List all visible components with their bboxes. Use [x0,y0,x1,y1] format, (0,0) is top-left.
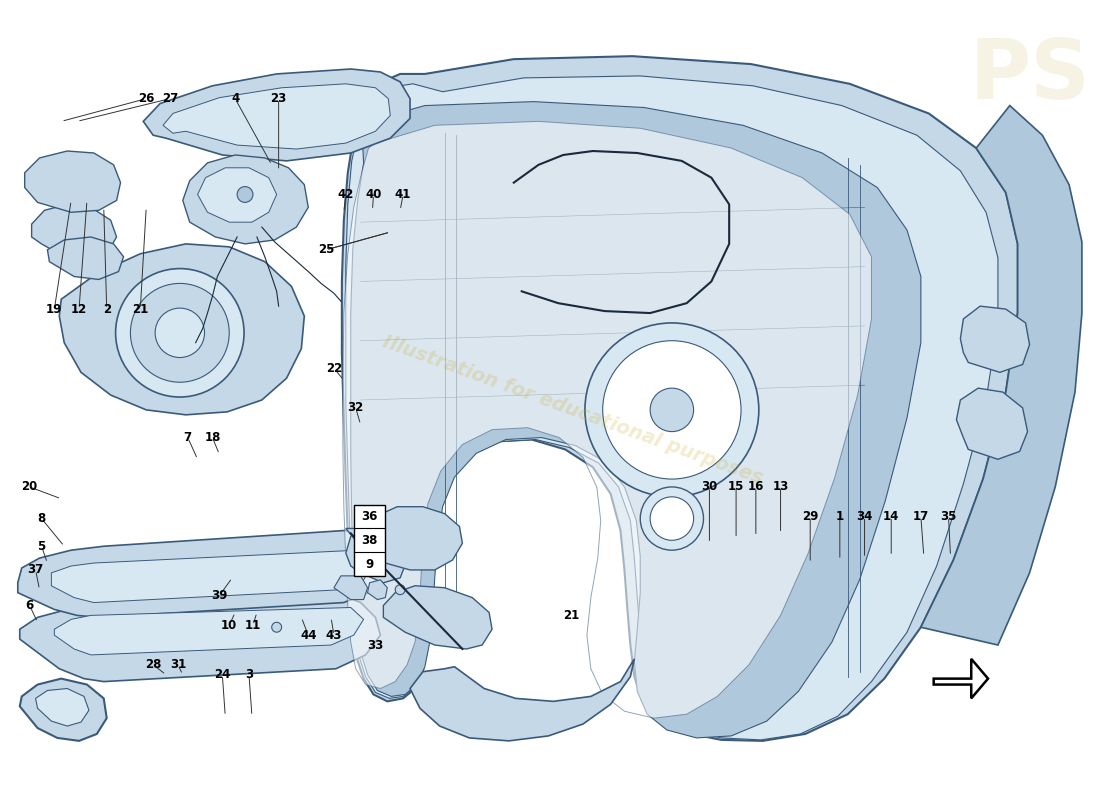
Polygon shape [32,204,117,260]
Polygon shape [934,659,988,698]
Text: 11: 11 [245,618,261,632]
Circle shape [650,497,694,540]
Text: 14: 14 [883,510,900,523]
Polygon shape [367,580,387,599]
Text: 38: 38 [361,534,377,547]
Text: 33: 33 [367,638,384,651]
Polygon shape [345,526,407,582]
Polygon shape [18,530,390,618]
Polygon shape [334,576,367,599]
Text: 27: 27 [162,92,178,105]
Polygon shape [163,84,390,149]
Polygon shape [345,506,462,570]
Text: 44: 44 [300,629,317,642]
Text: 41: 41 [395,188,411,201]
Circle shape [640,487,704,550]
Polygon shape [384,586,492,649]
Polygon shape [198,168,277,222]
Text: 22: 22 [326,362,342,375]
Text: 6: 6 [25,599,34,612]
Text: 24: 24 [214,668,231,681]
Text: 4: 4 [231,92,240,105]
Text: 10: 10 [221,618,238,632]
Text: 17: 17 [913,510,930,523]
Circle shape [238,186,253,202]
Circle shape [395,585,405,594]
Text: 19: 19 [46,302,63,316]
Text: 26: 26 [138,92,154,105]
Text: 1: 1 [836,510,844,523]
Circle shape [272,622,282,632]
Polygon shape [343,122,871,718]
Text: 18: 18 [205,431,221,444]
Text: 28: 28 [145,658,162,671]
Polygon shape [54,607,364,655]
Text: 35: 35 [940,510,957,523]
Polygon shape [960,306,1030,372]
Text: 42: 42 [338,188,354,201]
Polygon shape [143,69,410,161]
Polygon shape [410,659,635,741]
Polygon shape [59,244,305,415]
Polygon shape [921,106,1082,645]
Text: 16: 16 [748,481,764,494]
Circle shape [603,341,741,479]
Polygon shape [47,237,123,279]
Circle shape [585,323,759,497]
Text: 37: 37 [28,563,44,577]
Text: 32: 32 [348,402,364,414]
Polygon shape [20,593,381,682]
Text: 9: 9 [365,558,374,570]
Text: 25: 25 [318,243,334,256]
Text: 36: 36 [361,510,377,523]
Text: 5: 5 [37,540,45,553]
Text: 15: 15 [728,481,745,494]
Polygon shape [342,56,1018,741]
Text: Illustration for educational purposes: Illustration for educational purposes [381,332,766,488]
Text: 2: 2 [102,302,111,316]
Circle shape [155,308,205,358]
Polygon shape [24,151,121,212]
Polygon shape [183,155,308,244]
Text: 3: 3 [245,668,253,681]
Text: 23: 23 [271,92,287,105]
Polygon shape [20,678,107,741]
FancyBboxPatch shape [354,505,385,576]
Text: 7: 7 [184,431,191,444]
Text: PS: PS [969,35,1090,117]
Polygon shape [52,550,374,602]
Circle shape [131,283,229,382]
Text: 21: 21 [132,302,148,316]
Text: 43: 43 [326,629,342,642]
Text: 39: 39 [211,589,228,602]
Polygon shape [345,76,998,740]
Circle shape [650,388,694,432]
Text: 31: 31 [169,658,186,671]
Text: 13: 13 [772,481,789,494]
Text: 29: 29 [802,510,818,523]
Circle shape [116,269,244,397]
Text: 12: 12 [70,302,87,316]
Polygon shape [956,388,1027,459]
Text: 40: 40 [365,188,382,201]
Text: 20: 20 [22,481,37,494]
Polygon shape [351,102,921,738]
Text: 34: 34 [857,510,872,523]
Polygon shape [35,689,89,726]
Text: 8: 8 [37,512,45,525]
Text: 30: 30 [702,481,717,494]
Text: 21: 21 [563,609,580,622]
